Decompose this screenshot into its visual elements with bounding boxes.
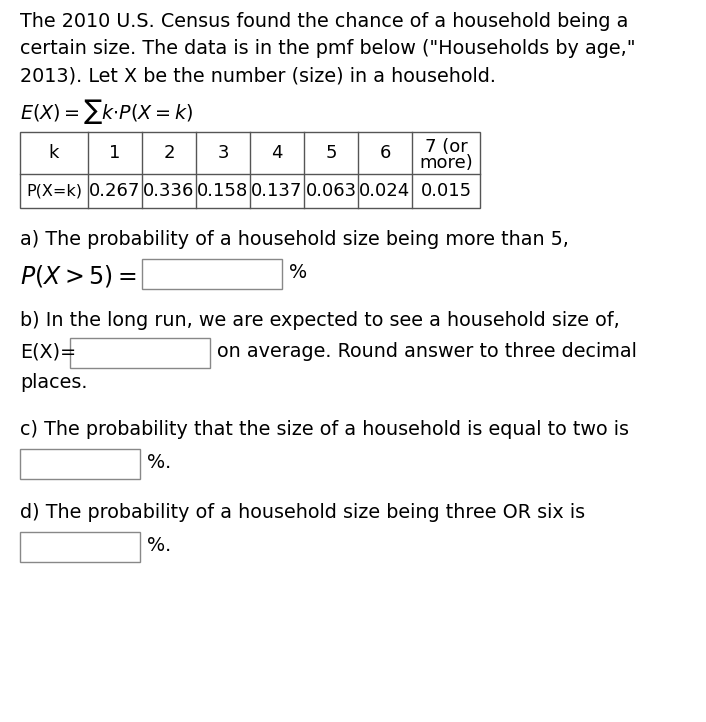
Text: 0.063: 0.063 (306, 182, 357, 200)
Text: The 2010 U.S. Census found the chance of a household being a: The 2010 U.S. Census found the chance of… (20, 12, 628, 31)
Bar (142, 259, 282, 289)
Text: %.: %. (147, 536, 172, 555)
Text: 0.158: 0.158 (198, 182, 249, 200)
Bar (20, 132, 480, 208)
Text: $E(X) = \sum k{\cdot}P(X = k)$: $E(X) = \sum k{\cdot}P(X = k)$ (20, 97, 193, 126)
Text: 0.024: 0.024 (359, 182, 411, 200)
Text: 5: 5 (325, 144, 337, 162)
Text: certain size. The data is in the pmf below ("Households by age,": certain size. The data is in the pmf bel… (20, 39, 635, 58)
Text: 3: 3 (217, 144, 229, 162)
Text: 0.015: 0.015 (421, 182, 472, 200)
Text: E(X)=: E(X)= (20, 342, 76, 361)
Bar (20, 532, 140, 562)
Text: %: % (289, 263, 307, 282)
Bar (20, 449, 140, 479)
Text: c) The probability that the size of a household is equal to two is: c) The probability that the size of a ho… (20, 420, 629, 439)
Text: 2013). Let X be the number (size) in a household.: 2013). Let X be the number (size) in a h… (20, 66, 496, 85)
Bar (70, 338, 210, 368)
Text: %.: %. (147, 453, 172, 472)
Text: 4: 4 (271, 144, 282, 162)
Text: places.: places. (20, 373, 88, 392)
Text: k: k (49, 144, 59, 162)
Text: P(X=k): P(X=k) (26, 183, 82, 199)
Text: 2: 2 (163, 144, 175, 162)
Text: 7 (or: 7 (or (424, 138, 467, 156)
Text: on average. Round answer to three decimal: on average. Round answer to three decima… (217, 342, 637, 361)
Text: more): more) (419, 154, 473, 172)
Text: 6: 6 (379, 144, 390, 162)
Text: d) The probability of a household size being three OR six is: d) The probability of a household size b… (20, 503, 585, 522)
Text: 1: 1 (109, 144, 121, 162)
Text: b) In the long run, we are expected to see a household size of,: b) In the long run, we are expected to s… (20, 311, 620, 330)
Text: 0.336: 0.336 (143, 182, 195, 200)
Text: 0.267: 0.267 (90, 182, 140, 200)
Text: a) The probability of a household size being more than 5,: a) The probability of a household size b… (20, 230, 569, 249)
Text: $P(X > 5) =$: $P(X > 5) =$ (20, 263, 137, 289)
Text: 0.137: 0.137 (251, 182, 303, 200)
